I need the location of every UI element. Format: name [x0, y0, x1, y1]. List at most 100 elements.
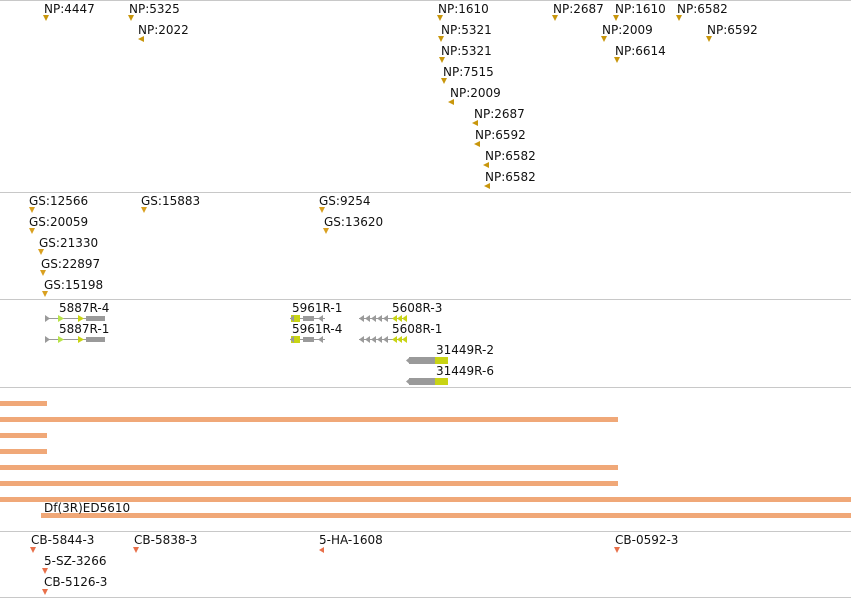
down-triangle-icon — [613, 15, 619, 21]
down-triangle-icon — [141, 207, 147, 213]
np-feature[interactable]: NP:6614 — [614, 44, 666, 63]
gene-exon — [435, 357, 448, 364]
np-feature[interactable]: NP:5325 — [128, 2, 180, 21]
np-feature[interactable]: NP:2009 — [601, 23, 653, 42]
gene-model[interactable]: 31449R-6 — [406, 364, 494, 385]
arrow-left-icon — [402, 315, 407, 322]
cb-label: 5-SZ-3266 — [44, 554, 106, 568]
gs-feature[interactable]: GS:22897 — [40, 257, 100, 276]
arrow-left-icon — [392, 336, 397, 343]
cb-feature[interactable]: CB-0592-3 — [614, 533, 678, 553]
np-feature[interactable]: NP:6582 — [676, 2, 728, 21]
arrow-right-icon — [45, 336, 50, 343]
np-feature[interactable]: NP:2687 — [472, 107, 525, 126]
np-feature[interactable]: NP:1610 — [437, 2, 489, 21]
left-triangle-icon — [483, 162, 489, 168]
np-feature[interactable]: NP:5321 — [438, 23, 492, 42]
arrow-left-icon — [371, 315, 376, 322]
gs-label: GS:20059 — [29, 215, 88, 229]
down-triangle-icon — [552, 15, 558, 21]
deficiency-label: Df(3R)ED5610 — [44, 501, 130, 515]
np-label: NP:6614 — [615, 44, 666, 58]
left-triangle-icon — [484, 183, 490, 189]
deficiency-bar[interactable] — [41, 513, 851, 518]
gs-feature[interactable]: GS:13620 — [323, 215, 383, 234]
gene-model[interactable]: 5961R-1 — [290, 301, 342, 322]
down-triangle-icon — [706, 36, 712, 42]
np-feature[interactable]: NP:6582 — [483, 149, 536, 168]
gene-exon — [409, 378, 435, 385]
cb-feature[interactable]: CB-5838-3 — [133, 533, 197, 553]
gene-model[interactable]: 31449R-2 — [406, 343, 494, 364]
np-feature[interactable]: NP:2022 — [138, 23, 189, 42]
np-feature[interactable]: NP:7515 — [441, 65, 494, 84]
gene-model[interactable]: 5608R-1 — [359, 322, 442, 343]
gs-feature[interactable]: GS:21330 — [38, 236, 98, 255]
gs-feature[interactable]: GS:9254 — [319, 194, 371, 213]
cb-feature[interactable]: CB-5126-3 — [42, 575, 107, 595]
arrow-right-icon — [45, 315, 50, 322]
gs-feature[interactable]: GS:20059 — [29, 215, 88, 234]
cb-label: CB-0592-3 — [615, 533, 678, 547]
np-label: NP:4447 — [44, 2, 95, 16]
deficiency-bar[interactable] — [0, 465, 618, 470]
down-triangle-icon — [441, 78, 447, 84]
np-feature[interactable]: NP:4447 — [43, 2, 95, 21]
down-triangle-icon — [438, 36, 444, 42]
gs-feature[interactable]: GS:12566 — [29, 194, 88, 213]
gene-model[interactable]: 5961R-4 — [290, 322, 342, 343]
down-triangle-icon — [676, 15, 682, 21]
cb-label: 5-HA-1608 — [319, 533, 383, 547]
gs-label: GS:15883 — [141, 194, 200, 208]
np-label: NP:1610 — [615, 2, 666, 16]
left-triangle-icon — [472, 120, 478, 126]
gs-feature[interactable]: GS:15198 — [42, 278, 103, 297]
gene-label: 5608R-3 — [392, 301, 442, 315]
np-label: NP:2687 — [474, 107, 525, 121]
np-feature[interactable]: NP:1610 — [613, 2, 666, 21]
np-label: NP:6592 — [707, 23, 758, 37]
gene-exon — [435, 378, 448, 385]
np-insertion-track: NP:4447 NP:5325 NP:2022 NP:1610 NP:5321 … — [43, 2, 758, 189]
gs-feature[interactable]: GS:15883 — [141, 194, 200, 213]
down-triangle-icon — [42, 589, 48, 595]
cb-feature[interactable]: CB-5844-3 — [30, 533, 94, 553]
arrow-left-icon — [365, 336, 370, 343]
cb-label: CB-5838-3 — [134, 533, 197, 547]
np-feature[interactable]: NP:2687 — [552, 2, 604, 21]
gs-label: GS:21330 — [39, 236, 98, 250]
np-label: NP:2687 — [553, 2, 604, 16]
np-feature[interactable]: NP:2009 — [448, 86, 501, 105]
arrow-left-icon — [383, 315, 388, 322]
np-feature[interactable]: NP:6592 — [474, 128, 526, 147]
cb-feature[interactable]: 5-HA-1608 — [319, 533, 383, 553]
down-triangle-icon — [601, 36, 607, 42]
np-feature[interactable]: NP:5321 — [439, 44, 492, 63]
deficiency-bar[interactable] — [0, 433, 47, 438]
np-feature[interactable]: NP:6592 — [706, 23, 758, 42]
left-triangle-icon — [138, 36, 144, 42]
gene-model[interactable]: 5887R-4 — [45, 301, 109, 322]
gene-model[interactable]: 5608R-3 — [359, 301, 442, 322]
deficiency-bar[interactable] — [0, 497, 851, 502]
arrow-left-icon — [359, 336, 364, 343]
cb-feature[interactable]: 5-SZ-3266 — [42, 554, 106, 574]
np-label: NP:6582 — [485, 149, 536, 163]
down-triangle-icon — [29, 207, 35, 213]
gene-model[interactable]: 5887R-1 — [45, 322, 109, 343]
np-feature[interactable]: NP:6582 — [484, 170, 536, 189]
arrow-right-icon — [58, 315, 64, 322]
gs-label: GS:15198 — [44, 278, 103, 292]
deficiency-bar[interactable] — [0, 481, 618, 486]
arrow-left-icon — [377, 336, 382, 343]
gs-label: GS:13620 — [324, 215, 383, 229]
down-triangle-icon — [323, 228, 329, 234]
deficiency-bar[interactable] — [0, 449, 47, 454]
arrow-left-icon — [397, 315, 402, 322]
deficiency-bar[interactable] — [0, 417, 618, 422]
gs-label: GS:22897 — [41, 257, 100, 271]
gene-label: 5608R-1 — [392, 322, 442, 336]
deficiency-bar[interactable] — [0, 401, 47, 406]
gene-label: 31449R-2 — [436, 343, 494, 357]
